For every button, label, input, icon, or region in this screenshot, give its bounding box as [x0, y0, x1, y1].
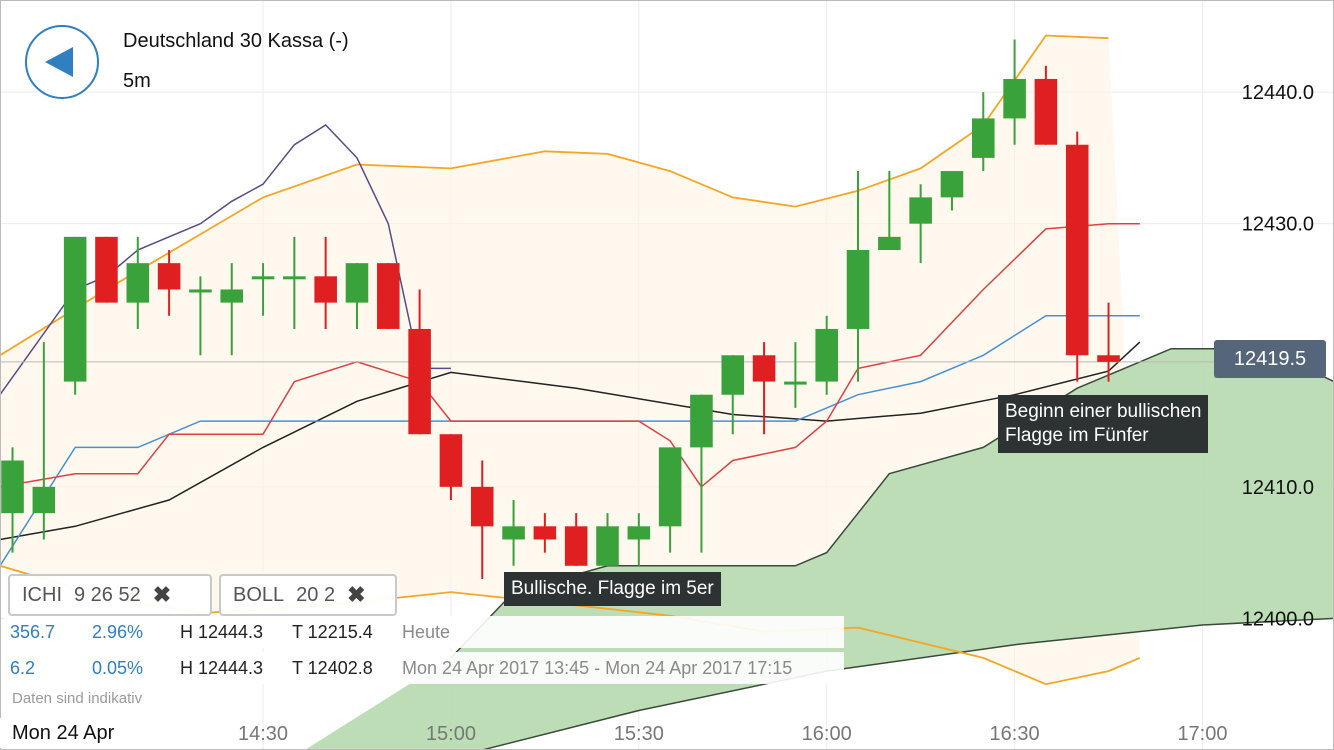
stat-change: 6.2: [10, 657, 36, 678]
candle-body: [95, 236, 118, 303]
candle-body: [157, 263, 181, 290]
candle-body: [627, 526, 651, 540]
indicator-params: 20 2: [296, 583, 336, 606]
annotation-text: Bullische. Flagge im 5er: [511, 578, 714, 599]
remove-ichi-icon[interactable]: ✖: [152, 582, 172, 607]
x-tick-label: 16:00: [802, 723, 852, 745]
candle-body: [408, 328, 431, 435]
candle-body: [251, 276, 275, 280]
x-tick-label: 15:00: [426, 723, 476, 745]
candle-body: [439, 434, 463, 487]
stat-low: T 12215.4: [292, 621, 373, 642]
annotation-bullish-flag-start[interactable]: Beginn einer bullischen Flagge im Fünfer: [998, 395, 1209, 453]
ichimoku-baseline: [0, 341, 1141, 541]
stats-row-today: 356.7 2.96% H 12444.3 T 12215.4 Heute: [4, 616, 844, 648]
x-tick-label: 15:30: [614, 723, 664, 745]
candle-body: [1097, 355, 1120, 362]
candle-body: [909, 197, 932, 224]
candle-body: [1034, 78, 1058, 145]
back-button[interactable]: [25, 25, 99, 99]
bollinger-upper: [0, 34, 1109, 357]
candle-body: [721, 355, 745, 395]
stats-row-range: 6.2 0.05% H 12444.3 T 12402.8 Mon 24 Apr…: [4, 652, 844, 684]
annotation-bullish-flag[interactable]: Bullische. Flagge im 5er: [504, 572, 721, 606]
stat-period: Heute: [402, 621, 451, 642]
y-tick-label: 12400.0: [1242, 608, 1314, 630]
annotation-text-line1: Beginn einer bullischen: [1005, 401, 1202, 422]
candle-body: [32, 486, 56, 514]
stat-high: H 12444.3: [180, 621, 264, 642]
instrument-title: Deutschland 30 Kassa (-): [123, 30, 349, 52]
candle-body: [784, 381, 807, 385]
indicator-chip-boll[interactable]: BOLL 20 2 ✖: [219, 574, 397, 616]
stat-low: T 12402.8: [292, 657, 373, 678]
candle-body: [283, 276, 306, 280]
x-tick-label: 14:30: [238, 723, 288, 745]
ichimoku-kijun: [0, 222, 1140, 488]
interval-label[interactable]: 5m: [123, 70, 151, 92]
candle-body: [220, 289, 244, 303]
candle-body: [815, 328, 838, 382]
indicative-note: Daten sind indikativ: [12, 690, 143, 707]
candle-body: [690, 394, 713, 448]
indicator-name: ICHI: [22, 583, 62, 606]
cloud-span-a: [450, 347, 1334, 659]
stat-high: H 12444.3: [180, 657, 264, 678]
candle-body: [1065, 144, 1089, 356]
candle-body: [1, 460, 24, 514]
candle-body: [502, 526, 525, 540]
remove-boll-icon[interactable]: ✖: [347, 582, 366, 607]
stat-period: Mon 24 Apr 2017 13:45 - Mon 24 Apr 2017 …: [402, 657, 793, 678]
indicator-params: 9 26 52: [74, 583, 141, 606]
candle-body: [564, 526, 588, 566]
back-arrow-icon: [45, 47, 73, 77]
candle-body: [878, 236, 901, 250]
current-price-tag: 12419.5: [1214, 340, 1326, 378]
candle-body: [846, 250, 870, 329]
x-tick-label: 17:00: [1177, 723, 1227, 745]
candle-body: [752, 355, 776, 382]
stat-percent: 2.96%: [92, 621, 144, 642]
candle-body: [972, 118, 995, 158]
indicator-chip-ichi[interactable]: ICHI 9 26 52 ✖: [8, 574, 212, 616]
stat-change: 356.7: [10, 621, 56, 642]
candle-body: [533, 526, 557, 540]
y-tick-label: 12410.0: [1242, 477, 1314, 499]
indicator-name: BOLL: [233, 583, 285, 606]
x-tick-label: 16:30: [990, 723, 1040, 745]
candle-body: [345, 263, 369, 303]
candle-body: [63, 236, 87, 382]
candle-body: [314, 276, 337, 303]
candle-body: [470, 486, 494, 527]
candle-body: [189, 289, 212, 293]
y-tick-label: 12440.0: [1242, 82, 1314, 104]
y-tick-label: 12430.0: [1242, 214, 1314, 236]
annotation-text-line2: Flagge im Fünfer: [1005, 425, 1149, 446]
candle-body: [126, 263, 150, 303]
candle-body: [1003, 78, 1026, 119]
candle-body: [940, 171, 964, 198]
candle-body: [596, 526, 619, 566]
stat-percent: 0.05%: [92, 657, 144, 678]
candle-body: [658, 447, 682, 527]
date-label: Mon 24 Apr: [0, 718, 138, 748]
cloud-span-b: [473, 617, 1334, 750]
candle-body: [377, 263, 400, 329]
